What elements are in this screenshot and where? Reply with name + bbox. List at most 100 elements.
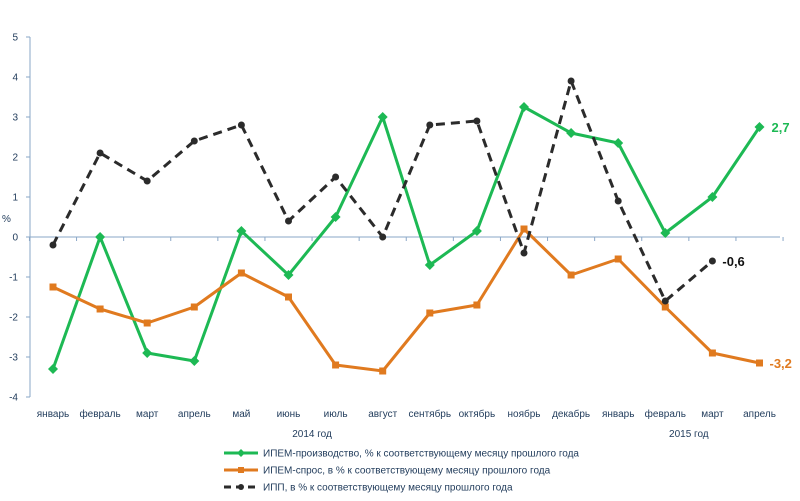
- data-point: [614, 255, 622, 263]
- y-tick-label: -1: [9, 273, 18, 284]
- y-tick-label: 5: [12, 33, 18, 44]
- x-tick-label: сентябрь: [409, 408, 452, 420]
- data-point: [379, 367, 387, 375]
- x-tick-label: май: [232, 409, 250, 420]
- y-tick-label: 2: [12, 153, 18, 164]
- legend-label: ИПЕМ-спрос, в % к соответствующему месяц…: [263, 466, 551, 477]
- y-tick-label: 1: [12, 193, 18, 204]
- x-tick-label: февраль: [79, 408, 120, 420]
- data-point: [95, 232, 106, 242]
- data-point: [330, 212, 341, 222]
- data-point: [426, 121, 434, 129]
- x-tick-label: ноябрь: [508, 408, 541, 420]
- data-point: [661, 303, 669, 311]
- data-point: [332, 173, 340, 181]
- data-point: [285, 293, 292, 301]
- legend-label: ИПЕМ-производство, % к соответствующему …: [263, 449, 579, 460]
- data-point: [285, 217, 292, 225]
- x-tick-label: июль: [324, 409, 348, 420]
- year-label: 2014 год: [292, 429, 332, 440]
- data-point: [237, 269, 245, 277]
- x-tick-label: январь: [37, 409, 69, 420]
- y-tick-label: 3: [12, 113, 18, 124]
- y-tick-label: 0: [12, 233, 18, 244]
- y-tick-label: -3: [9, 353, 18, 364]
- data-point: [96, 149, 104, 157]
- y-tick-label: 4: [12, 73, 18, 84]
- data-point: [237, 121, 245, 129]
- end-data-label: -0,6: [722, 254, 744, 269]
- legend-label: ИПП, в % к соответствующему месяцу прошл…: [263, 483, 513, 494]
- data-point: [143, 319, 151, 327]
- x-tick-label: март: [136, 409, 159, 420]
- data-point: [473, 301, 481, 309]
- data-point: [471, 226, 482, 236]
- x-tick-label: апрель: [743, 409, 776, 420]
- data-point: [49, 283, 57, 291]
- series-group: 2,7 -3,2 -0,6: [48, 77, 792, 375]
- data-point: [519, 102, 529, 112]
- x-tick-label: февраль: [645, 408, 686, 420]
- y-tick-label: -4: [9, 393, 18, 404]
- axes: [29, 37, 780, 397]
- data-point: [379, 233, 387, 241]
- data-point: [520, 249, 528, 257]
- legend-item: ИПЕМ-спрос, в % к соответствующему месяц…: [224, 466, 551, 477]
- data-point: [190, 303, 198, 311]
- data-point: [613, 138, 624, 148]
- data-point: [143, 177, 151, 185]
- x-tick-label: август: [368, 409, 397, 420]
- series-1: 2,7: [48, 102, 790, 374]
- y-tick-label: -2: [9, 313, 18, 324]
- data-point: [708, 349, 716, 357]
- data-point: [520, 225, 528, 233]
- data-point: [190, 137, 198, 145]
- series-line: [51, 105, 761, 370]
- data-point: [756, 359, 763, 367]
- series-3: -0,6: [49, 77, 745, 305]
- data-point: [661, 297, 669, 305]
- data-point: [660, 228, 671, 238]
- end-data-label: 2,7: [772, 120, 790, 135]
- data-point: [424, 260, 435, 270]
- legend-item: ИПП, в % к соответствующему месяцу прошл…: [224, 483, 513, 494]
- legend-marker: [238, 467, 244, 473]
- y-axis-label: %: [2, 214, 11, 225]
- data-point: [236, 226, 247, 236]
- x-tick-label: март: [701, 409, 724, 420]
- x-tick-label: июнь: [277, 409, 301, 420]
- legend: ИПЕМ-производство, % к соответствующему …: [224, 449, 579, 494]
- x-tick-label: январь: [602, 409, 634, 420]
- data-point: [96, 305, 104, 313]
- data-point: [708, 257, 716, 265]
- x-tick-label: апрель: [178, 409, 211, 420]
- data-point: [49, 241, 57, 249]
- data-point: [473, 117, 481, 125]
- data-point: [48, 364, 58, 374]
- data-point: [567, 77, 575, 85]
- year-label: 2015 год: [669, 429, 709, 440]
- data-point: [707, 192, 718, 202]
- x-tick-label: декабрь: [552, 408, 590, 420]
- y-axis-ticks: -4 -3 -2 -1 0 1 2 3 4 5: [9, 33, 30, 404]
- data-point: [142, 348, 153, 358]
- series-line: [52, 227, 760, 373]
- data-point: [426, 309, 434, 317]
- data-point: [754, 122, 765, 132]
- legend-marker: [237, 449, 245, 457]
- end-data-label: -3,2: [770, 356, 792, 371]
- data-point: [332, 361, 340, 369]
- data-point: [566, 128, 577, 138]
- year-labels: 2014 год 2015 год: [292, 429, 709, 440]
- legend-item: ИПЕМ-производство, % к соответствующему …: [224, 449, 579, 460]
- data-point: [283, 270, 294, 280]
- data-point: [614, 197, 622, 205]
- x-axis-ticks: январь февраль март апрель май июнь июль август…: [28, 237, 784, 420]
- legend-marker: [238, 484, 244, 490]
- data-point: [567, 271, 575, 279]
- data-point: [189, 356, 200, 366]
- series-2: -3,2: [49, 225, 792, 375]
- data-point: [377, 112, 388, 122]
- x-tick-label: октябрь: [459, 408, 496, 420]
